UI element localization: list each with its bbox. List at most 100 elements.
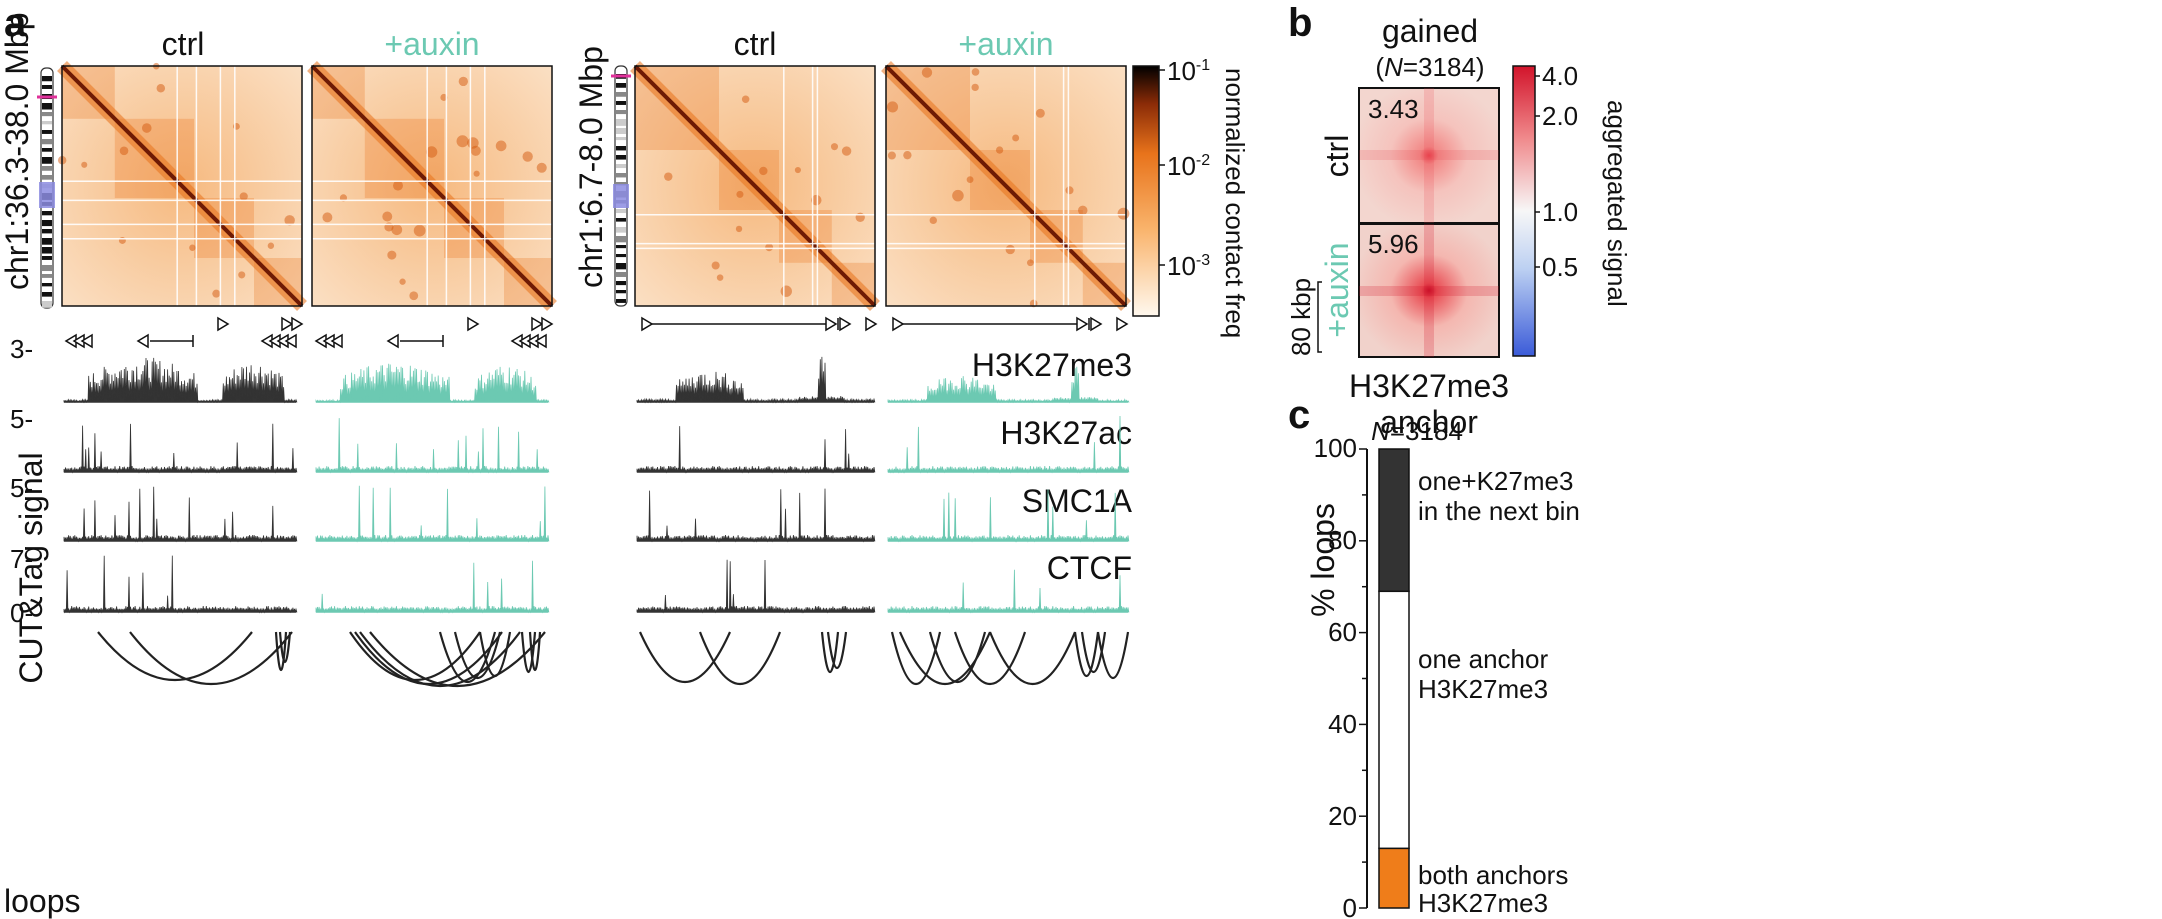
track-ymax-smc1a: 5- bbox=[10, 473, 33, 503]
hic-cbar-tick-1: 10-1 bbox=[1167, 56, 1210, 86]
ideogram-band bbox=[616, 83, 626, 88]
track-name-h3k27ac: H3K27ac bbox=[1000, 415, 1132, 451]
track-ymax-ctcf: 7- bbox=[10, 544, 33, 574]
hic-loop-dot bbox=[1012, 134, 1020, 142]
panel-b-label: b bbox=[1288, 1, 1312, 45]
ctcf-motif-arrow bbox=[136, 333, 149, 349]
region1-label: chr1:36.3-38.0 Mbp bbox=[0, 13, 35, 291]
arrow-group-region1-2 bbox=[314, 316, 554, 349]
col-title-auxin-1: +auxin bbox=[384, 26, 479, 62]
hic-colorbar-ticks bbox=[1159, 69, 1165, 266]
hic-loop-dot bbox=[855, 212, 865, 222]
ideogram-band bbox=[42, 256, 52, 260]
ideogram-band bbox=[616, 146, 626, 151]
loop-arc-auxin-2 bbox=[890, 631, 942, 685]
agg-cbar-tick-20: 2.0 bbox=[1542, 101, 1578, 131]
ideogram-band bbox=[42, 265, 52, 272]
track-signal bbox=[636, 488, 876, 543]
hic-loop-dot bbox=[735, 225, 743, 233]
hic-loop-dot bbox=[156, 84, 166, 93]
loop-arc-ctrl-2 bbox=[638, 631, 732, 684]
hic-cbar-tick-2: 10-2 bbox=[1167, 151, 1210, 181]
ideogram-band bbox=[42, 175, 52, 180]
track-signal bbox=[636, 356, 876, 404]
ideogram-band bbox=[616, 128, 626, 134]
agg-colorbar-ticks bbox=[1535, 75, 1540, 268]
loop-arc-ctrl-1 bbox=[129, 631, 293, 686]
loop-arc-auxin-1 bbox=[528, 631, 542, 671]
loop-arc-auxin-1 bbox=[369, 631, 546, 688]
scale-bar-label: 80 kbp bbox=[1286, 278, 1316, 356]
track-signal bbox=[315, 485, 550, 543]
hic-loop-dot bbox=[393, 180, 403, 191]
hic-map-frame bbox=[634, 65, 876, 307]
hic-maps bbox=[57, 61, 1131, 311]
loop-arc-auxin-2 bbox=[988, 631, 1077, 686]
ideogram-band bbox=[42, 166, 52, 171]
hic-loop-dot bbox=[440, 93, 448, 101]
track-signal bbox=[636, 559, 876, 614]
hic-map-frame bbox=[885, 65, 1127, 307]
arrow-group-region1-1 bbox=[64, 316, 304, 349]
agg-cbar-tick-05: 0.5 bbox=[1542, 252, 1578, 282]
hic-loop-dot bbox=[971, 83, 979, 92]
hic-diagonal bbox=[633, 64, 877, 308]
agg-xlabel-line2: anchor bbox=[1380, 404, 1478, 440]
agg-ctrl-vstripe bbox=[1424, 88, 1434, 223]
track-signal bbox=[315, 418, 550, 474]
seg-label-next-bin-1: one+K27me3 bbox=[1418, 466, 1573, 496]
hic-loop-dot bbox=[399, 278, 406, 285]
agg-cbar-tick-10: 1.0 bbox=[1542, 197, 1578, 227]
loop-arc-auxin-1 bbox=[520, 631, 537, 673]
track-2-col-3 bbox=[887, 489, 1130, 543]
hic-loop-dot bbox=[413, 224, 426, 237]
hic-diagonal bbox=[310, 64, 554, 308]
loop-arc-auxin-1 bbox=[453, 631, 502, 680]
hic-loop-dot bbox=[470, 145, 481, 156]
hic-loop-dot bbox=[929, 216, 937, 225]
ideogram-band bbox=[616, 209, 626, 214]
agg-colorbar bbox=[1512, 65, 1536, 357]
hic-loop-dot bbox=[1117, 207, 1130, 220]
ytick-100: 100 bbox=[1314, 433, 1357, 463]
chromosome-ideogram-2 bbox=[611, 65, 631, 307]
ideogram-band bbox=[616, 173, 626, 178]
track-signal bbox=[636, 426, 876, 474]
chromosome-ideogram-1 bbox=[37, 67, 57, 309]
hic-loop-dot bbox=[765, 243, 774, 252]
hic-loop-dot bbox=[239, 192, 248, 201]
track-3-col-3 bbox=[887, 569, 1130, 614]
ideogram-band bbox=[42, 112, 52, 117]
ctcf-motif-arrow bbox=[641, 316, 654, 332]
loop-arc-auxin-2 bbox=[1080, 631, 1107, 673]
hic-loop-dot bbox=[887, 151, 896, 160]
agg-xlabel-line1: H3K27me3 bbox=[1349, 368, 1509, 404]
hic-loop-dot bbox=[886, 101, 899, 113]
hic-loop-dot bbox=[387, 250, 397, 260]
agg-value-ctrl: 3.43 bbox=[1368, 94, 1419, 124]
hic-loop-dot bbox=[189, 244, 196, 251]
ctcf-motif-arrow bbox=[825, 316, 838, 332]
ctcf-motif-arrow bbox=[865, 316, 878, 332]
ideogram-band bbox=[42, 103, 52, 110]
hic-loop-dot bbox=[267, 242, 275, 249]
agg-ctrl-hstripe bbox=[1359, 150, 1499, 160]
hic-loop-dot bbox=[495, 140, 507, 152]
ideogram-band bbox=[616, 110, 626, 115]
seg-label-next-bin-2: in the next bin bbox=[1418, 496, 1580, 526]
hic-cbar-tick-3: 10-3 bbox=[1167, 251, 1210, 281]
track-ymin-ctcf: 0- bbox=[10, 598, 33, 628]
seg-label-both-2: H3K27me3 bbox=[1418, 888, 1548, 918]
hic-loop-dot bbox=[81, 161, 88, 168]
ideogram-band bbox=[616, 218, 626, 222]
track-0-col-3 bbox=[887, 366, 1130, 404]
ideogram-band bbox=[616, 182, 626, 186]
ideogram-band bbox=[42, 238, 52, 245]
signal-tracks bbox=[63, 356, 1130, 614]
ideogram-band bbox=[42, 283, 52, 287]
ytick-0: 0 bbox=[1343, 893, 1357, 919]
hic-loop-dot bbox=[409, 291, 419, 301]
loop-arc-ctrl-2 bbox=[826, 631, 848, 669]
track-name-ctcf: CTCF bbox=[1047, 550, 1132, 586]
seg-label-one-anchor-2: H3K27me3 bbox=[1418, 674, 1548, 704]
